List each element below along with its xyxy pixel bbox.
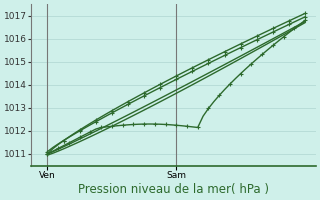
X-axis label: Pression niveau de la mer( hPa ): Pression niveau de la mer( hPa ): [78, 183, 269, 196]
